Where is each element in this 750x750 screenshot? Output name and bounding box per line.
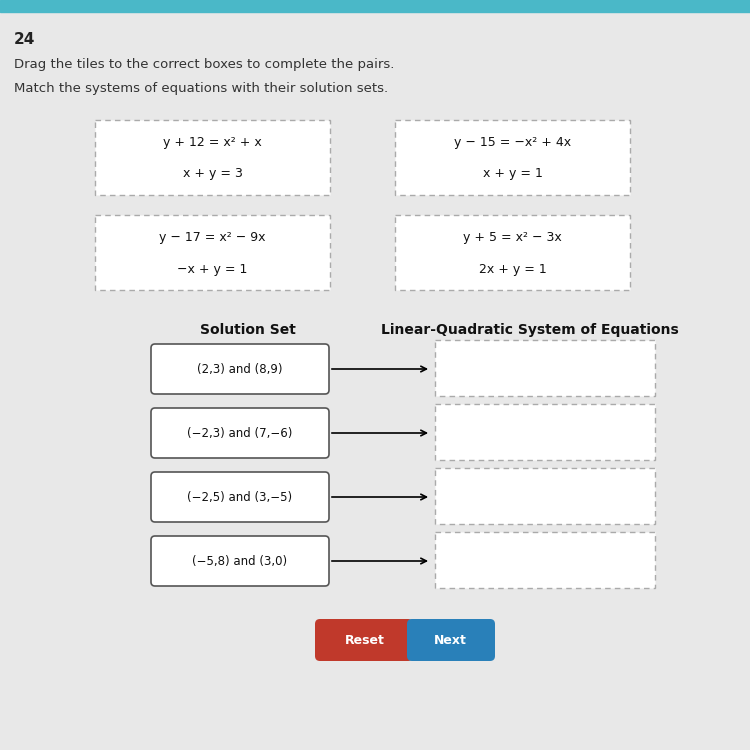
Text: Next: Next (433, 634, 466, 646)
Text: y + 5 = x² − 3x: y + 5 = x² − 3x (463, 231, 562, 244)
Text: y − 17 = x² − 9x: y − 17 = x² − 9x (159, 231, 266, 244)
Bar (435, 468, 655, 524)
Bar (395, 120, 630, 195)
FancyBboxPatch shape (315, 619, 413, 661)
Text: y − 15 = −x² + 4x: y − 15 = −x² + 4x (454, 136, 571, 149)
Text: Solution Set: Solution Set (200, 323, 296, 337)
Text: 24: 24 (14, 32, 35, 47)
FancyBboxPatch shape (151, 536, 329, 586)
Bar (435, 532, 655, 588)
Bar (95, 215, 330, 290)
FancyBboxPatch shape (151, 344, 329, 394)
Text: (−5,8) and (3,0): (−5,8) and (3,0) (193, 554, 287, 568)
FancyBboxPatch shape (151, 472, 329, 522)
Text: (2,3) and (8,9): (2,3) and (8,9) (197, 362, 283, 376)
Text: x + y = 3: x + y = 3 (182, 167, 242, 181)
Text: 2x + y = 1: 2x + y = 1 (478, 262, 546, 275)
Text: y + 12 = x² + x: y + 12 = x² + x (164, 136, 262, 149)
FancyBboxPatch shape (407, 619, 495, 661)
Text: −x + y = 1: −x + y = 1 (177, 262, 248, 275)
Text: (−2,3) and (7,−6): (−2,3) and (7,−6) (188, 427, 292, 439)
Text: x + y = 1: x + y = 1 (482, 167, 542, 181)
Text: (−2,5) and (3,−5): (−2,5) and (3,−5) (188, 490, 292, 503)
Bar (95, 120, 330, 195)
Bar (435, 340, 655, 396)
Text: Drag the tiles to the correct boxes to complete the pairs.: Drag the tiles to the correct boxes to c… (14, 58, 394, 71)
Bar (435, 404, 655, 460)
Text: Linear-Quadratic System of Equations: Linear-Quadratic System of Equations (381, 323, 679, 337)
FancyBboxPatch shape (151, 408, 329, 458)
Text: Match the systems of equations with their solution sets.: Match the systems of equations with thei… (14, 82, 388, 95)
Text: Reset: Reset (345, 634, 385, 646)
Bar (395, 215, 630, 290)
Bar (0, 0, 750, 12)
